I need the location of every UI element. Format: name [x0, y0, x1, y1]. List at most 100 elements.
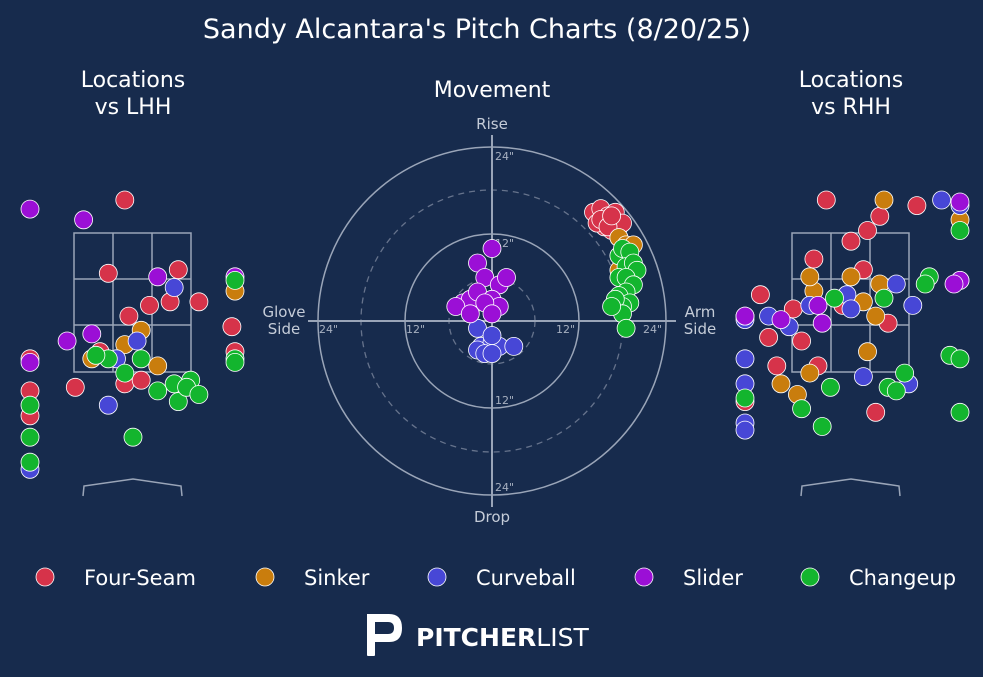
pitch-points-lhh: [20, 190, 245, 479]
pitch-dot-sinker: [841, 267, 861, 287]
pitch-dot-slider: [148, 267, 168, 287]
movement-panel: 24" 12" 12" 24" 12" 24" 12" 24" Rise Dro…: [262, 115, 716, 526]
pitch-dot-sinker: [771, 374, 791, 394]
pitch-dot-changeup: [123, 427, 143, 447]
movement-dot-slider: [482, 304, 502, 324]
pitch-dot-changeup: [225, 352, 245, 372]
pitch-dot-changeup: [168, 392, 188, 412]
pitch-dot-four-seam: [870, 206, 890, 226]
logo-text: PITCHERLIST: [416, 623, 589, 652]
movement-dot-curveball: [482, 344, 502, 364]
pitch-dot-changeup: [792, 399, 811, 419]
pitch-dot-changeup: [825, 288, 844, 308]
pitch-dot-four-seam: [866, 402, 886, 422]
logo-text-bold: PITCHER: [416, 623, 536, 652]
legend-label: Sinker: [304, 566, 370, 590]
pitch-dot-curveball: [932, 190, 951, 210]
pitch-points-movement: [446, 199, 647, 364]
left-panel-title: Locations vs LHH: [81, 68, 186, 120]
title-line: Locations: [81, 68, 186, 93]
axis-label-drop: Drop: [474, 508, 510, 526]
pitch-dot-changeup: [915, 274, 935, 294]
pitch-dot-changeup: [950, 402, 970, 422]
legend-item-slider: Slider: [634, 566, 743, 590]
title-line: Locations: [799, 68, 904, 93]
movement-dot-curveball: [504, 336, 524, 356]
logo-text-light: LIST: [536, 623, 589, 652]
pitcherlist-logo: PITCHERLIST: [367, 614, 589, 656]
pitch-dot-changeup: [225, 270, 245, 290]
title-line: Arm: [685, 303, 716, 321]
legend-item-sinker: Sinker: [255, 566, 370, 590]
pitch-dot-curveball: [841, 299, 861, 319]
movement-dot-curveball: [482, 326, 502, 345]
pitch-dot-slider: [20, 352, 40, 372]
pitch-dot-sinker: [858, 342, 877, 362]
pitch-dot-four-seam: [222, 317, 242, 337]
title-line: Glove: [262, 303, 305, 321]
title-line: Side: [684, 320, 716, 338]
pitch-points-rhh: [735, 190, 970, 440]
movement-dot-changeup: [616, 318, 636, 338]
pitch-dot-slider: [20, 199, 40, 219]
legend-label: Slider: [683, 566, 743, 590]
pitch-dot-sinker: [874, 190, 894, 210]
axis-label-rise: Rise: [476, 115, 508, 133]
ring-labels: 24" 12" 12" 24" 12" 24" 12" 24": [319, 150, 662, 494]
pitch-dot-changeup: [812, 417, 832, 436]
axis-label-glove-side: Glove Side: [262, 303, 305, 338]
ring-label-top-24: 24": [495, 150, 514, 163]
ring-label-left-24: 24": [319, 323, 338, 336]
legend-marker: [35, 567, 55, 587]
legend: Four-Seam Sinker Curveball Slider Changeup: [35, 566, 956, 590]
pitch-dot-changeup: [821, 377, 840, 397]
pitch-dot-changeup: [950, 221, 970, 240]
ring-label-bottom-12: 12": [495, 394, 514, 407]
movement-dot-slider: [497, 268, 516, 287]
pitch-dot-curveball: [735, 420, 755, 440]
pitch-dot-slider: [82, 324, 102, 344]
pitch-dot-four-seam: [792, 331, 811, 351]
pitch-dot-changeup: [895, 363, 914, 383]
pitch-dot-changeup: [20, 427, 40, 447]
pitch-dot-changeup: [874, 288, 894, 308]
pitch-dot-four-seam: [119, 306, 139, 326]
pitch-dot-four-seam: [140, 295, 159, 315]
pitch-dot-sinker: [866, 306, 886, 326]
pitch-dot-four-seam: [189, 292, 209, 312]
pitch-dot-changeup: [950, 349, 970, 369]
pitch-dot-slider: [944, 274, 964, 294]
pitch-dot-four-seam: [759, 327, 778, 347]
ring-label-left-12: 12": [406, 323, 425, 336]
right-panel-title: Locations vs RHH: [799, 68, 904, 120]
pitch-dot-four-seam: [131, 370, 151, 390]
ring-label-right-12: 12": [556, 323, 575, 336]
movement-panel-title: Movement: [434, 78, 551, 103]
ring-label-right-24: 24": [643, 323, 662, 336]
pitch-dot-curveball: [164, 278, 184, 297]
pitch-dot-four-seam: [65, 377, 85, 397]
pitch-dot-changeup: [131, 349, 151, 369]
pitch-dot-curveball: [735, 349, 755, 369]
figure-title: Sandy Alcantara's Pitch Charts (8/20/25): [203, 14, 751, 45]
movement-dot-changeup: [602, 297, 621, 316]
pitch-dot-curveball: [854, 367, 873, 387]
legend-marker: [800, 567, 820, 587]
legend-marker: [255, 567, 275, 587]
axis-label-arm-side: Arm Side: [684, 303, 716, 338]
home-plate: [800, 478, 901, 497]
title-line: vs RHH: [811, 95, 891, 120]
pitch-dot-slider: [808, 295, 828, 315]
legend-label: Curveball: [476, 566, 576, 590]
movement-dot-slider: [482, 239, 502, 258]
pitch-dot-sinker: [800, 363, 820, 383]
pitch-dot-slider: [74, 210, 93, 230]
pitch-dot-changeup: [189, 385, 209, 404]
movement-dot-four-seam: [602, 206, 621, 226]
legend-marker: [634, 567, 654, 587]
ring-label-bottom-24: 24": [495, 481, 514, 494]
pitch-dot-four-seam: [858, 221, 877, 240]
pitch-dot-changeup: [20, 452, 40, 472]
pitch-dot-slider: [735, 306, 755, 326]
pitch-dot-slider: [771, 310, 791, 330]
